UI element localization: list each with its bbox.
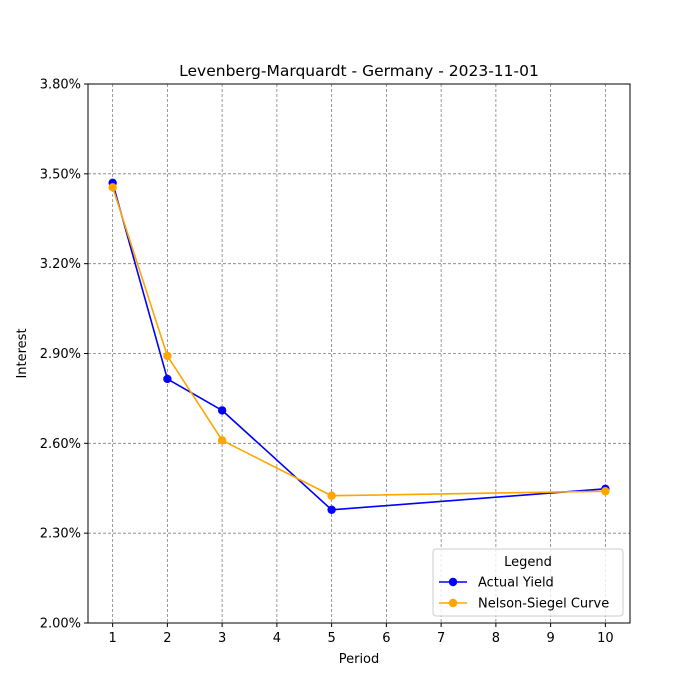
y-axis: 2.00% 2.30% 2.60% 2.90% 3.20% 3.50% 3.80%: [40, 78, 88, 632]
x-tick-label: 3: [218, 631, 226, 646]
y-tick-label: 3.80%: [40, 78, 81, 93]
y-tick-label: 2.30%: [40, 527, 81, 542]
x-axis-label: Period: [339, 652, 380, 667]
legend-item: Actual Yield: [439, 576, 554, 591]
legend-label: Actual Yield: [478, 576, 554, 591]
x-tick-label: 8: [492, 631, 500, 646]
data-point: [108, 183, 117, 192]
x-tick-label: 4: [273, 631, 281, 646]
x-axis: 1 2 3 4 5 6 7 8 9 10: [108, 623, 614, 646]
x-tick-label: 9: [546, 631, 554, 646]
x-tick-label: 10: [597, 631, 614, 646]
series-layer: [108, 178, 610, 515]
y-tick-label: 3.50%: [40, 167, 81, 182]
y-tick-label: 3.20%: [40, 257, 81, 272]
data-point: [217, 436, 227, 445]
x-tick-label: 7: [437, 631, 445, 646]
data-point: [163, 374, 172, 384]
x-tick-label: 1: [108, 631, 116, 646]
legend: Legend Actual Yield Nelson-Siegel Curve: [432, 548, 624, 617]
data-point: [327, 505, 336, 515]
legend-title: Legend: [504, 555, 552, 570]
legend-label: Nelson-Siegel Curve: [478, 597, 609, 612]
data-point: [217, 406, 227, 415]
chart-title: Levenberg-Marquardt - Germany - 2023-11-…: [179, 62, 539, 80]
x-tick-label: 6: [382, 631, 390, 646]
series-2: [108, 183, 610, 500]
legend-item: Nelson-Siegel Curve: [439, 597, 609, 612]
legend-items: Actual Yield Nelson-Siegel Curve: [439, 576, 609, 612]
legend-marker: [448, 577, 458, 587]
data-point: [163, 351, 172, 361]
y-axis-label: Interest: [15, 328, 30, 378]
y-tick-label: 2.90%: [40, 347, 81, 362]
y-tick-label: 2.60%: [40, 437, 81, 452]
x-tick-label: 5: [327, 631, 335, 646]
legend-box: [432, 548, 624, 617]
data-point: [327, 491, 336, 500]
y-tick-label: 2.00%: [40, 617, 81, 632]
x-tick-label: 2: [163, 631, 171, 646]
data-point: [601, 487, 610, 496]
legend-marker: [448, 598, 458, 608]
